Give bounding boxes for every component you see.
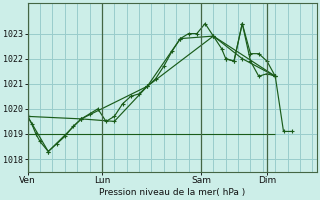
X-axis label: Pression niveau de la mer( hPa ): Pression niveau de la mer( hPa ) — [99, 188, 245, 197]
